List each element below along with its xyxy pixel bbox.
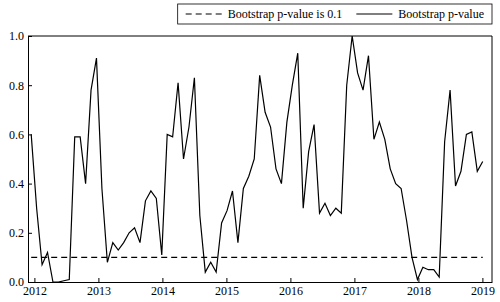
x-tick-label: 2018 (407, 284, 431, 298)
y-tick: 1.0 (9, 29, 32, 43)
y-tick: 0.2 (9, 226, 32, 240)
y-tick-label: 1.0 (9, 29, 24, 43)
x-tick-label: 2013 (87, 284, 111, 298)
x-axis: 2012 2013 2014 2015 2016 2017 2018 2019 (23, 278, 495, 298)
y-tick: 0.4 (9, 177, 32, 191)
y-tick-label: 0.0 (9, 275, 24, 289)
x-tick-mark (418, 278, 419, 282)
line-series (31, 36, 483, 282)
x-tick-label: 2014 (151, 284, 175, 298)
x-tick: 2016 (279, 278, 303, 298)
y-tick: 0.8 (9, 79, 32, 93)
line-series (31, 257, 483, 258)
lines (31, 36, 483, 282)
x-tick-label: 2016 (279, 284, 303, 298)
legend-label: Bootstrap p-value is 0.1 (228, 7, 343, 21)
y-tick-label: 0.6 (9, 128, 24, 142)
y-tick-mark (28, 36, 32, 37)
x-tick-label: 2019 (471, 284, 495, 298)
x-tick-mark (98, 278, 99, 282)
legend-box (178, 4, 492, 24)
x-tick-mark (162, 278, 163, 282)
frame (28, 36, 492, 37)
x-tick: 2013 (87, 278, 111, 298)
x-tick: 2018 (407, 278, 431, 298)
y-tick-mark (28, 85, 32, 86)
x-tick: 2014 (151, 278, 175, 298)
x-tick-mark (290, 278, 291, 282)
y-axis-line (28, 37, 29, 283)
x-tick-label: 2012 (23, 284, 47, 298)
y-tick-label: 0.2 (9, 226, 24, 240)
plot: 0.00.20.40.60.81.02012201320142015201620… (9, 29, 495, 297)
chart: 0.00.20.40.60.81.02012201320142015201620… (0, 0, 500, 302)
y-tick-label: 0.4 (9, 177, 24, 191)
x-tick-mark (354, 278, 355, 282)
x-tick-label: 2017 (343, 284, 367, 298)
legend-swatch (186, 13, 222, 14)
x-tick: 2019 (471, 278, 495, 298)
x-tick: 2012 (23, 278, 47, 298)
y-tick-mark (28, 233, 32, 234)
x-tick-mark (34, 278, 35, 282)
y-tick-mark (28, 184, 32, 185)
x-tick: 2017 (343, 278, 367, 298)
frame (492, 36, 493, 282)
x-tick-mark (226, 278, 227, 282)
x-tick-mark (482, 278, 483, 282)
legend-label: Bootstrap p-value (398, 7, 484, 21)
x-tick: 2015 (215, 278, 239, 298)
legend: Bootstrap p-value is 0.1 Bootstrap p-valu… (178, 4, 492, 24)
y-axis: 0.0 0.2 0.4 0.6 0.8 1.0 (9, 29, 32, 289)
x-tick-label: 2015 (215, 284, 239, 298)
legend-swatch (356, 13, 392, 14)
y-tick-label: 0.8 (9, 79, 24, 93)
y-tick: 0.6 (9, 128, 32, 142)
